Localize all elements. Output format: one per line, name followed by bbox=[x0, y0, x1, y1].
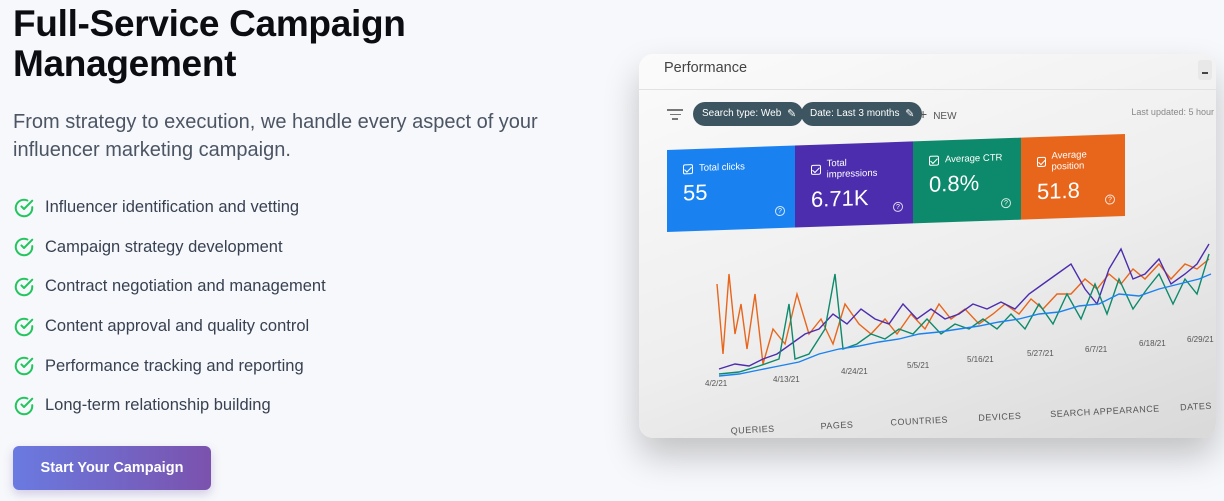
feature-text: Long-term relationship building bbox=[45, 396, 271, 415]
tab-search-appearance: SEARCH APPEARANCE bbox=[1049, 403, 1160, 420]
metric-label: Total impressions bbox=[826, 157, 878, 181]
help-icon: ? bbox=[775, 205, 785, 217]
x-tick-label: 4/2/21 bbox=[705, 379, 728, 388]
title-line-2: Management bbox=[13, 43, 237, 84]
screenshot-title: Performance bbox=[664, 60, 748, 76]
metric-label: Average position bbox=[1051, 149, 1087, 173]
checkbox-icon bbox=[811, 164, 821, 175]
tab-queries: QUERIES bbox=[730, 423, 775, 436]
feature-item: Content approval and quality control bbox=[13, 307, 593, 347]
subtitle-line-2: influencer marketing campaign. bbox=[13, 139, 291, 161]
feature-item: Performance tracking and reporting bbox=[13, 346, 593, 386]
x-tick-label: 6/29/21 bbox=[1187, 335, 1214, 344]
x-tick-label: 4/13/21 bbox=[773, 375, 800, 384]
help-icon: ? bbox=[1001, 197, 1011, 209]
feature-item: Influencer identification and vetting bbox=[13, 188, 593, 228]
start-campaign-button[interactable]: Start Your Campaign bbox=[13, 446, 211, 490]
tab-dates: DATES bbox=[1179, 400, 1213, 413]
last-updated-text: Last updated: 5 hour bbox=[1131, 107, 1214, 117]
x-tick-label: 5/5/21 bbox=[907, 361, 930, 370]
metric-value: 0.8% bbox=[929, 170, 980, 197]
metric-card-clicks: Total clicks 55 ? bbox=[667, 145, 795, 232]
feature-item: Campaign strategy development bbox=[13, 228, 593, 268]
new-filter-label: NEW bbox=[933, 111, 957, 122]
check-circle-icon bbox=[14, 277, 34, 297]
feature-text: Campaign strategy development bbox=[45, 237, 283, 256]
performance-screenshot: Performance Search type: Web Date: Last … bbox=[639, 54, 1216, 438]
subtitle-line-1: From strategy to execution, we handle ev… bbox=[13, 111, 538, 133]
title-line-1: Full-Service Campaign bbox=[13, 3, 406, 44]
feature-text: Performance tracking and reporting bbox=[45, 356, 304, 375]
metric-cards: Total clicks 55 ? Total impressions 6.71… bbox=[667, 134, 1127, 236]
checkbox-icon bbox=[683, 163, 693, 174]
feature-item: Long-term relationship building bbox=[13, 386, 593, 426]
metric-value: 51.8 bbox=[1037, 177, 1080, 205]
check-circle-icon bbox=[14, 198, 34, 217]
feature-text: Contract negotiation and management bbox=[45, 277, 326, 296]
metric-card-ctr: Average CTR 0.8% ? bbox=[913, 137, 1021, 224]
metric-card-position: Average position 51.8 ? bbox=[1021, 134, 1125, 220]
download-icon bbox=[1198, 60, 1212, 80]
check-circle-icon bbox=[14, 356, 34, 376]
screenshot-header: Performance bbox=[639, 54, 1216, 90]
x-tick-label: 4/24/21 bbox=[841, 367, 868, 376]
series-line-blue bbox=[718, 273, 1212, 377]
check-circle-icon bbox=[14, 396, 34, 415]
feature-list: Influencer identification and vetting Ca… bbox=[13, 188, 593, 426]
tab-devices: DEVICES bbox=[978, 410, 1022, 423]
hero-section: Full-Service Campaign Management From st… bbox=[13, 0, 593, 490]
page-title: Full-Service Campaign Management bbox=[13, 4, 593, 84]
plus-icon: + bbox=[919, 106, 928, 122]
date-range-chip: Date: Last 3 months bbox=[801, 102, 922, 126]
metric-card-impressions: Total impressions 6.71K ? bbox=[795, 141, 913, 228]
x-tick-label: 6/18/21 bbox=[1139, 339, 1166, 348]
tab-pages: PAGES bbox=[820, 419, 854, 432]
x-tick-label: 6/7/21 bbox=[1085, 345, 1108, 354]
feature-item: Contract negotiation and management bbox=[13, 267, 593, 307]
metric-value: 6.71K bbox=[811, 184, 869, 212]
feature-text: Influencer identification and vetting bbox=[45, 198, 300, 217]
check-circle-icon bbox=[14, 238, 34, 257]
x-tick-label: 5/27/21 bbox=[1027, 349, 1054, 358]
tab-countries: COUNTRIES bbox=[890, 414, 949, 428]
search-type-chip: Search type: Web bbox=[693, 102, 804, 126]
new-filter-button: + NEW bbox=[919, 106, 957, 122]
metric-value: 55 bbox=[683, 179, 708, 206]
x-axis-ticks: 4/2/21 4/13/21 4/24/21 5/5/21 5/16/21 5/… bbox=[705, 335, 1214, 388]
filter-icon bbox=[667, 109, 683, 121]
help-icon: ? bbox=[893, 201, 903, 213]
x-tick-label: 5/16/21 bbox=[967, 355, 994, 364]
metric-label: Average CTR bbox=[945, 152, 1003, 166]
metric-label: Total clicks bbox=[699, 161, 745, 174]
checkbox-icon bbox=[1037, 156, 1046, 168]
series-line-purple bbox=[718, 243, 1210, 370]
checkbox-icon bbox=[929, 155, 939, 166]
help-icon: ? bbox=[1105, 194, 1115, 205]
series-line-green bbox=[718, 253, 1210, 375]
performance-line-chart: 4/2/21 4/13/21 4/24/21 5/5/21 5/16/21 5/… bbox=[639, 234, 1216, 394]
feature-text: Content approval and quality control bbox=[45, 317, 310, 336]
line-chart-svg: 4/2/21 4/13/21 4/24/21 5/5/21 5/16/21 5/… bbox=[705, 243, 1214, 388]
check-circle-icon bbox=[14, 317, 34, 336]
hero-subtitle: From strategy to execution, we handle ev… bbox=[13, 108, 593, 164]
